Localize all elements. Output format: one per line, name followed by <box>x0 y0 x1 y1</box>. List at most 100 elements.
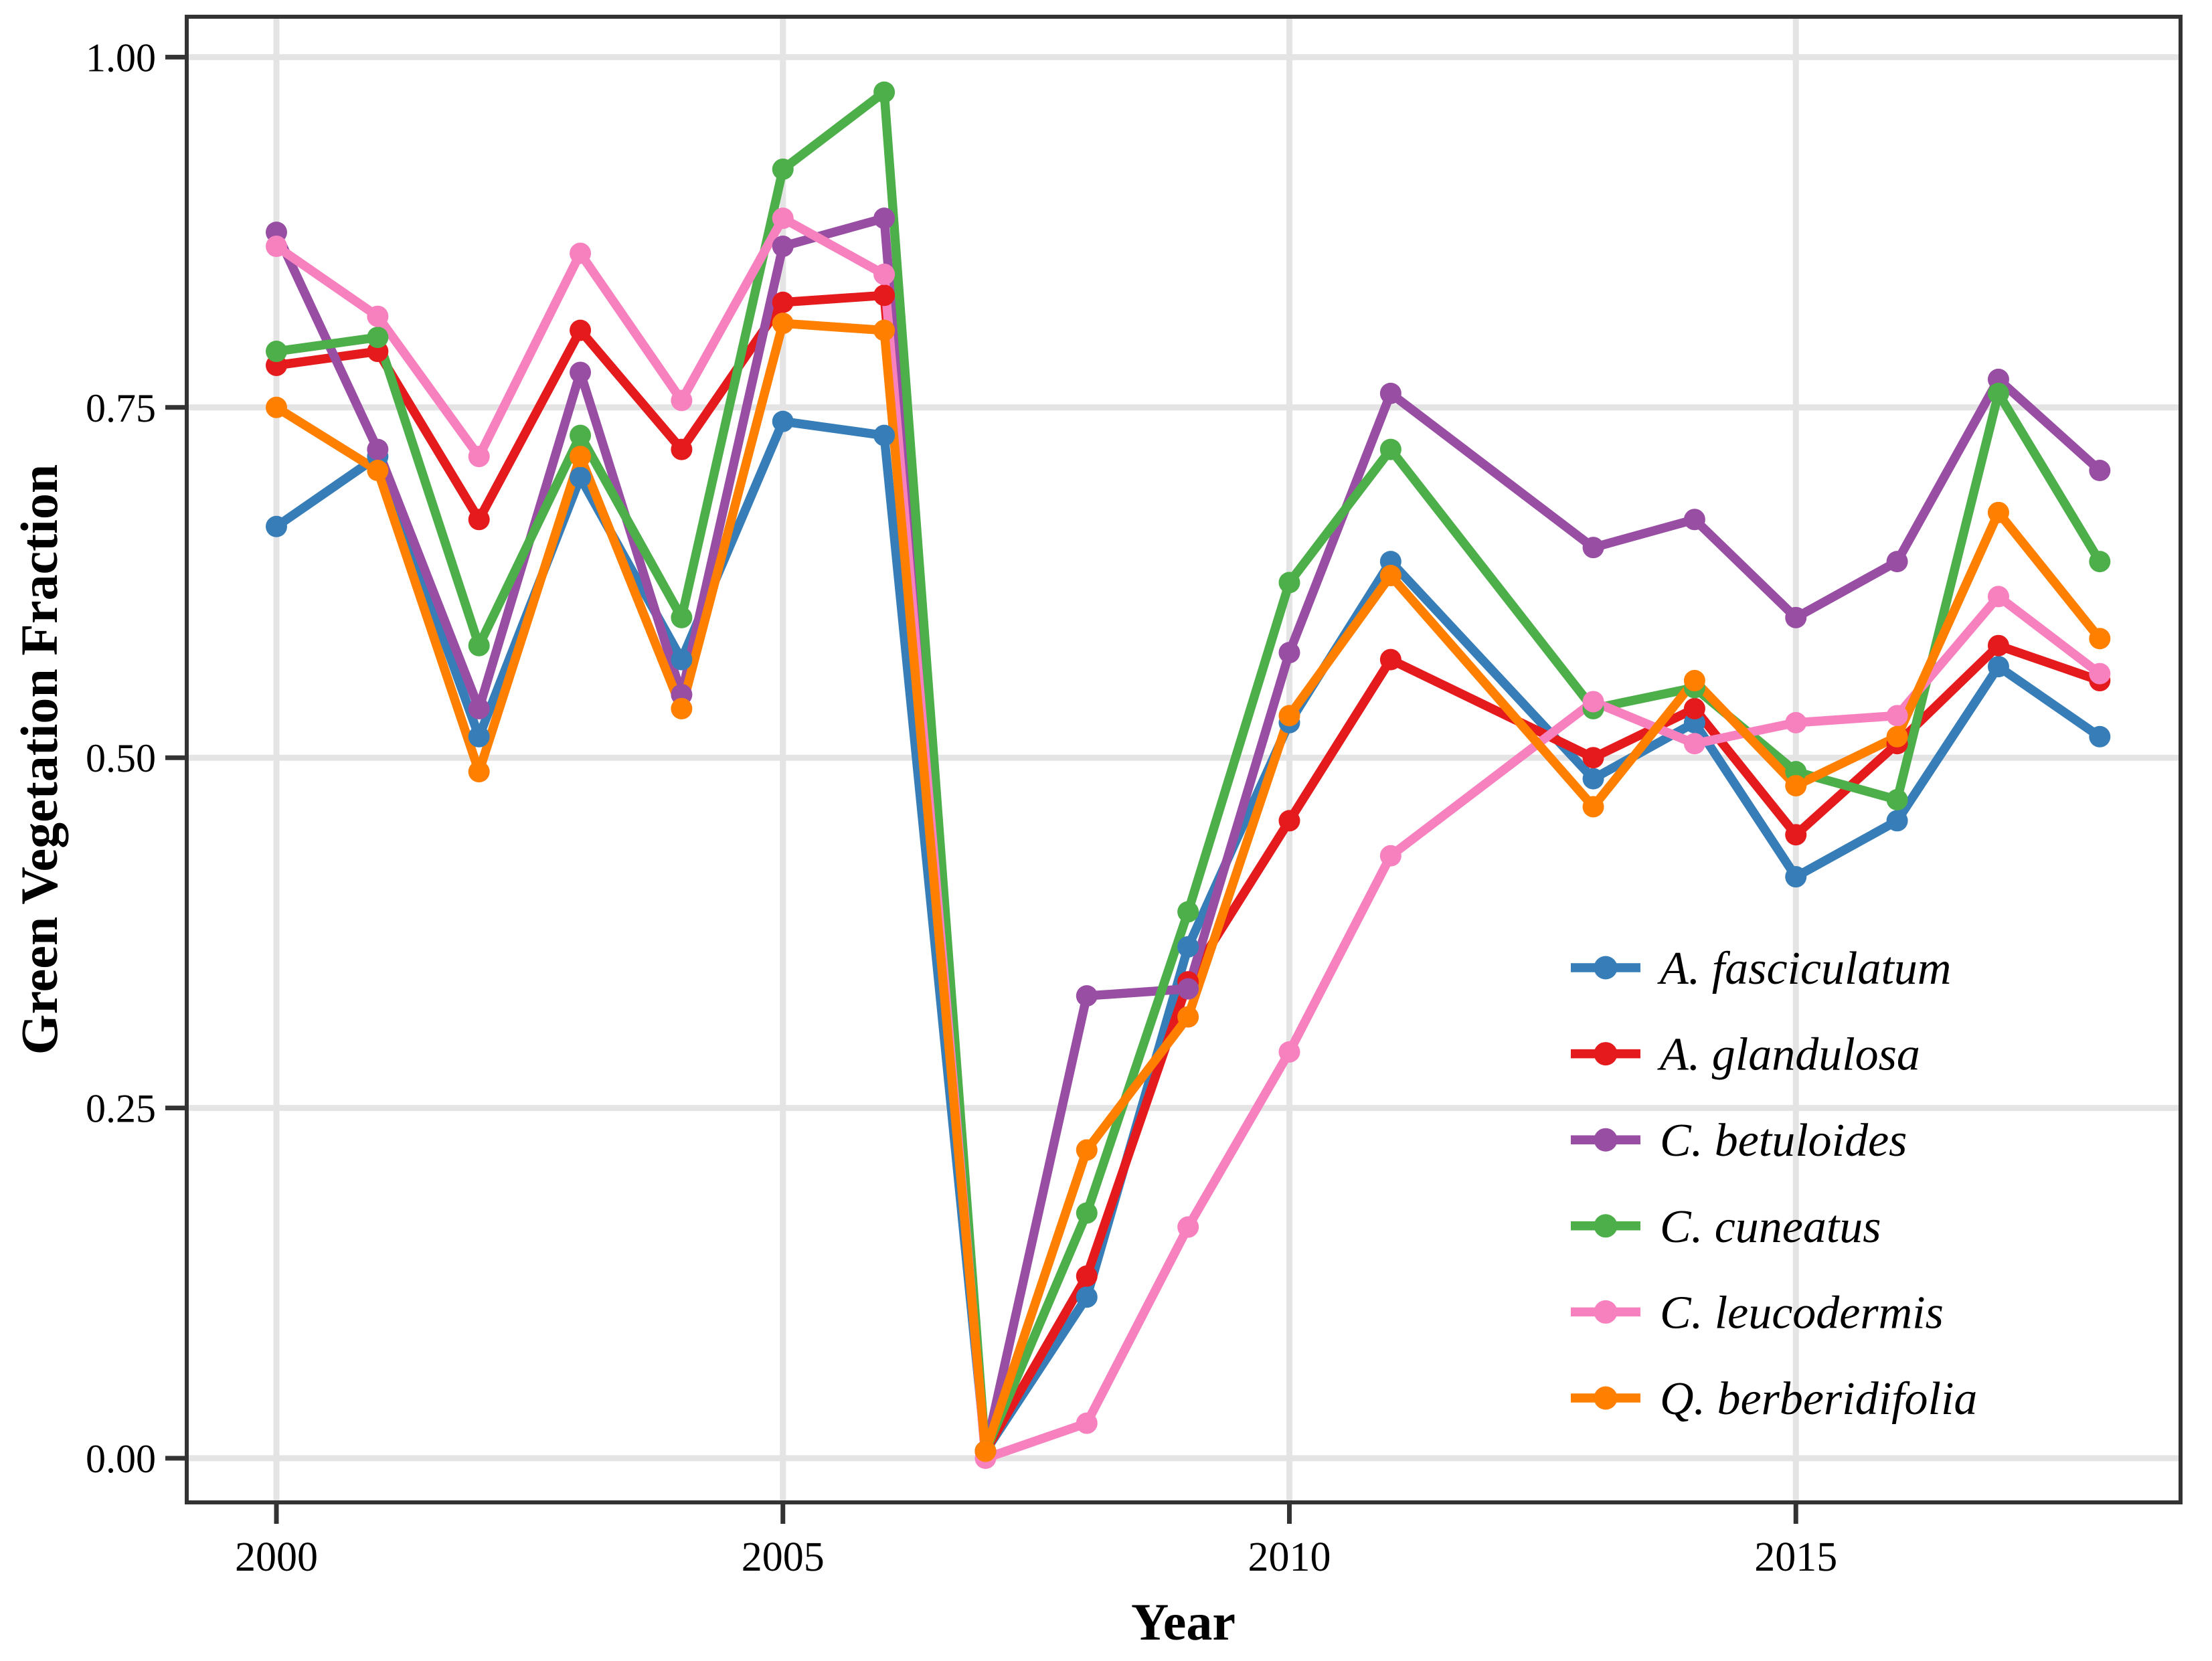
data-point-c-leucodermis <box>1987 586 2009 608</box>
legend: A. fasciculatum A. glandulosa C. betuloide… <box>1571 943 1977 1425</box>
data-point-c-cuneatus <box>1379 438 1401 460</box>
data-point-c-leucodermis <box>1177 1216 1199 1238</box>
data-point-c-cuneatus <box>1987 382 2009 404</box>
data-point-c-betuloides <box>1683 509 1705 531</box>
data-point-a-fasciculatum <box>1886 810 1908 832</box>
data-point-a-fasciculatum <box>1785 866 1807 888</box>
data-point-q-berberidifolia <box>1987 501 2009 523</box>
data-point-c-betuloides <box>772 236 794 258</box>
data-point-a-glandulosa <box>1582 747 1604 769</box>
data-point-a-glandulosa <box>1076 1265 1098 1287</box>
data-point-c-cuneatus <box>772 158 794 180</box>
data-point-q-berberidifolia <box>671 697 693 719</box>
legend-key-dot <box>1594 1214 1618 1238</box>
data-point-c-leucodermis <box>1278 1041 1300 1063</box>
data-point-a-fasciculatum <box>1987 656 2009 678</box>
data-point-c-betuloides <box>570 361 592 383</box>
data-point-a-glandulosa <box>1785 824 1807 846</box>
axis-tick-labels: 0.00 0.25 0.50 0.75 1.00 2000 2005 2010 2015 <box>86 35 1837 1580</box>
data-point-a-glandulosa <box>873 284 896 307</box>
data-point-c-betuloides <box>1785 606 1807 628</box>
data-point-q-berberidifolia <box>1278 705 1300 727</box>
axis-tick-marks <box>165 54 1798 1524</box>
data-point-q-berberidifolia <box>772 313 794 335</box>
data-point-a-fasciculatum <box>1076 1286 1098 1308</box>
data-point-c-betuloides <box>367 438 389 460</box>
x-axis-title: Year <box>1131 1593 1236 1651</box>
data-point-c-leucodermis <box>1379 845 1401 867</box>
data-point-q-berberidifolia <box>2089 628 2111 650</box>
y-tick-label: 0.50 <box>86 736 156 780</box>
data-point-c-cuneatus <box>367 327 389 349</box>
series-line-c-leucodermis <box>272 213 2105 1463</box>
data-point-c-leucodermis <box>570 242 592 264</box>
legend-key-dot <box>1594 1300 1618 1324</box>
data-point-a-fasciculatum <box>1582 768 1604 790</box>
y-tick-label: 1.00 <box>86 35 156 80</box>
data-point-q-berberidifolia <box>1379 565 1401 587</box>
series-points <box>266 81 2111 1469</box>
data-point-a-fasciculatum <box>570 466 592 489</box>
data-point-c-cuneatus <box>570 424 592 446</box>
y-tick-label: 0.75 <box>86 386 156 430</box>
data-point-c-cuneatus <box>671 606 693 628</box>
series-line-a-glandulosa <box>272 290 2105 1456</box>
data-point-c-cuneatus <box>1886 789 1908 811</box>
data-point-q-berberidifolia <box>873 319 896 341</box>
data-point-q-berberidifolia <box>570 446 592 468</box>
legend-key-dot <box>1594 1128 1618 1152</box>
y-tick-label: 0.25 <box>86 1087 156 1131</box>
x-tick-label: 2010 <box>1248 1535 1331 1580</box>
legend-label: C. cuneatus <box>1660 1201 1881 1253</box>
series-line-q-berberidifolia <box>272 319 2105 1456</box>
data-point-c-cuneatus <box>2089 551 2111 573</box>
legend-label: Q. berberidifolia <box>1660 1373 1977 1425</box>
data-point-q-berberidifolia <box>468 761 490 783</box>
data-point-c-leucodermis <box>266 236 287 258</box>
data-point-c-leucodermis <box>1785 711 1807 733</box>
data-point-c-leucodermis <box>873 263 896 285</box>
y-axis-title: Green Vegetation Fraction <box>10 464 68 1055</box>
data-point-c-leucodermis <box>367 305 389 327</box>
data-point-q-berberidifolia <box>1177 1006 1199 1028</box>
data-point-q-berberidifolia <box>367 460 389 482</box>
data-point-a-fasciculatum <box>266 515 287 537</box>
legend-label: C. leucodermis <box>1660 1287 1944 1338</box>
data-point-c-leucodermis <box>772 207 794 230</box>
data-point-a-fasciculatum <box>772 410 794 432</box>
data-point-c-betuloides <box>1177 978 1199 1000</box>
legend-key-dot <box>1594 1042 1618 1066</box>
data-point-c-leucodermis <box>671 389 693 412</box>
x-tick-label: 2000 <box>235 1535 318 1580</box>
data-point-c-leucodermis <box>1582 691 1604 713</box>
data-point-c-leucodermis <box>2089 663 2111 685</box>
series-line-c-betuloides <box>272 213 2105 1456</box>
data-point-c-leucodermis <box>468 446 490 468</box>
data-point-c-cuneatus <box>873 81 896 103</box>
data-point-a-glandulosa <box>1278 810 1300 832</box>
data-point-q-berberidifolia <box>1582 796 1604 818</box>
data-point-a-fasciculatum <box>873 424 896 446</box>
legend-key-dot <box>1594 956 1618 980</box>
legend-label: C. betuloides <box>1660 1115 1907 1166</box>
data-point-a-glandulosa <box>1987 634 2009 657</box>
data-point-c-betuloides <box>1379 382 1401 404</box>
data-point-c-cuneatus <box>1076 1202 1098 1224</box>
data-point-c-leucodermis <box>1886 705 1908 727</box>
legend-key-dot <box>1594 1386 1618 1410</box>
data-point-a-glandulosa <box>1379 648 1401 671</box>
data-point-c-cuneatus <box>468 634 490 657</box>
data-point-a-fasciculatum <box>468 725 490 748</box>
data-point-c-betuloides <box>1886 551 1908 573</box>
data-point-c-cuneatus <box>1177 901 1199 923</box>
data-point-c-leucodermis <box>1683 733 1705 755</box>
y-tick-label: 0.00 <box>86 1437 156 1481</box>
x-tick-label: 2005 <box>742 1535 825 1580</box>
data-point-a-fasciculatum <box>2089 725 2111 748</box>
data-point-a-glandulosa <box>1683 697 1705 719</box>
data-point-c-betuloides <box>468 697 490 719</box>
data-point-a-glandulosa <box>671 438 693 460</box>
legend-label: A. glandulosa <box>1657 1029 1920 1081</box>
